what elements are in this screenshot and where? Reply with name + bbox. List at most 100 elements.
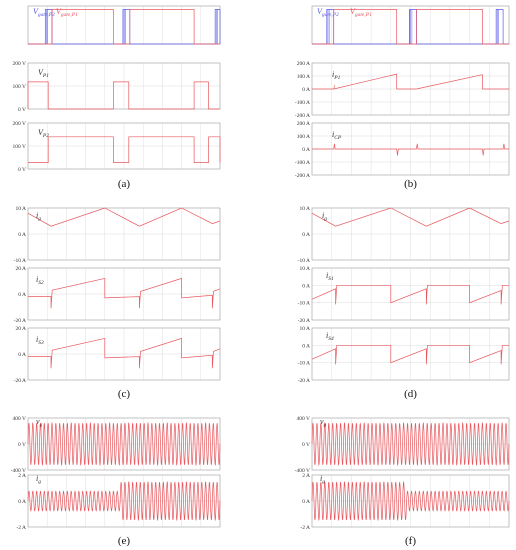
tick-label: 0 A — [302, 343, 310, 349]
tick-label: 0 A — [18, 499, 26, 505]
panel: 20 A 0 A -20 A iS3 — [14, 326, 221, 384]
tick-label: 400 V — [297, 416, 311, 422]
trace-label-sub: gate,P2 — [38, 12, 55, 18]
tick-label: -100 A — [295, 160, 310, 166]
signal-label-sub: S3 — [38, 340, 44, 346]
trace-label: Vgate,P1 — [56, 7, 78, 18]
tick-label: 100 A — [297, 74, 310, 80]
signal-label-main: i — [326, 331, 328, 340]
tick-label: 0 A — [302, 87, 310, 93]
subfigure-caption: (b) — [404, 178, 417, 190]
trace-line — [312, 9, 509, 45]
trace-line — [311, 344, 509, 365]
tick-label: 400 V — [13, 416, 27, 422]
signal-label: VP1 — [38, 68, 49, 79]
panel: Vgate,P2 Vgate,P1 — [27, 5, 221, 45]
trace-line — [28, 9, 221, 45]
trace-label: Vgate,P1 — [350, 7, 372, 18]
signal-label: ig — [322, 211, 327, 222]
panel: 10 A 0 A -10 A -20 A iS4 — [298, 326, 510, 384]
tick-label: 0 A — [302, 147, 310, 153]
signal-label: VP2 — [38, 128, 49, 139]
tick-label: 200 V — [13, 61, 27, 67]
tick-label: -20 A — [298, 378, 310, 384]
signal-label: ig — [36, 474, 41, 485]
tick-label: 2 A — [18, 473, 26, 479]
tick-label: 0 V — [18, 442, 26, 448]
tick-label: 10 A — [299, 206, 310, 212]
tick-label: 0 A — [18, 232, 26, 238]
trace-line — [27, 207, 221, 227]
trace-line — [27, 81, 220, 110]
trace-line — [28, 337, 221, 369]
panel: 200 A 100 A 0 A -100 A -200 A iP1 — [295, 61, 510, 119]
spike — [333, 85, 335, 90]
signal-label-sub: g — [322, 479, 325, 485]
tick-label: 100 V — [13, 84, 27, 90]
trace-line — [311, 421, 510, 467]
tick-label: 100 V — [13, 144, 27, 150]
trace-line — [311, 480, 510, 522]
signal-label: iS2 — [36, 275, 44, 286]
signal-label-main: i — [36, 335, 38, 344]
tick-label: 20 A — [15, 326, 26, 332]
panel: 10 A 0 A -10 A ig — [298, 206, 510, 264]
tick-label: -10 A — [298, 301, 310, 307]
signal-label-main: i — [36, 474, 38, 483]
signal-label-main: i — [322, 211, 324, 220]
tick-label: 200 A — [297, 61, 310, 67]
subfigure-caption: (d) — [404, 388, 417, 400]
tick-label: 100 A — [297, 134, 310, 140]
tick-label: -10 A — [298, 361, 310, 367]
trace-label: Vgate,P2 — [317, 7, 339, 18]
signal-label: vg — [36, 417, 43, 428]
trace-line — [27, 480, 221, 522]
trace-label-main: V — [317, 7, 323, 16]
tick-label: -200 A — [295, 173, 310, 179]
signal-label: vg — [320, 417, 327, 428]
tick-label: 0 A — [302, 232, 310, 238]
tick-label: 10 A — [15, 206, 26, 212]
tick-label: 200 A — [297, 121, 310, 127]
signal-label-main: v — [320, 417, 324, 426]
signal-label-sub: g — [324, 422, 327, 428]
tick-label: 0 A — [18, 352, 26, 358]
subfigure-caption: (a) — [118, 178, 131, 190]
tick-label: -200 A — [295, 113, 310, 119]
signal-label-sub: g — [40, 422, 43, 428]
signal-label-main: V — [38, 128, 44, 137]
tick-label: 0 A — [302, 499, 310, 505]
trace-line — [28, 9, 220, 45]
tick-label: -20 A — [298, 318, 310, 324]
tick-label: -2 A — [16, 525, 26, 531]
signal-label: iS3 — [36, 335, 44, 346]
tick-label: -20 A — [14, 378, 26, 384]
trace-label-main: V — [56, 7, 62, 16]
trace-label-main: V — [33, 7, 39, 16]
tick-label: 2 A — [302, 473, 310, 479]
trace-label: Vgate,P2 — [33, 7, 55, 18]
signal-label: ig — [320, 474, 325, 485]
signal-label-sub: CP — [334, 135, 342, 141]
trace-line — [311, 207, 510, 227]
tick-label: 0 V — [18, 107, 26, 113]
signal-label: iP1 — [332, 70, 341, 81]
trace-line — [28, 136, 221, 163]
trace-line — [312, 73, 509, 90]
signal-label: iCP — [332, 130, 342, 141]
trace-line — [311, 284, 509, 305]
signal-label-sub: P1 — [42, 73, 49, 79]
panel: Vgate,P2 Vgate,P1 — [311, 5, 510, 45]
trace-label-sub: gate,P1 — [355, 12, 372, 18]
signal-label: iS1 — [326, 271, 334, 282]
signal-label-sub: P2 — [42, 133, 49, 139]
tick-label: 0 V — [302, 442, 310, 448]
trace-line — [312, 143, 509, 156]
panel: 10 A 0 A -10 A ig — [14, 206, 221, 264]
subfigure-caption: (e) — [118, 535, 131, 547]
